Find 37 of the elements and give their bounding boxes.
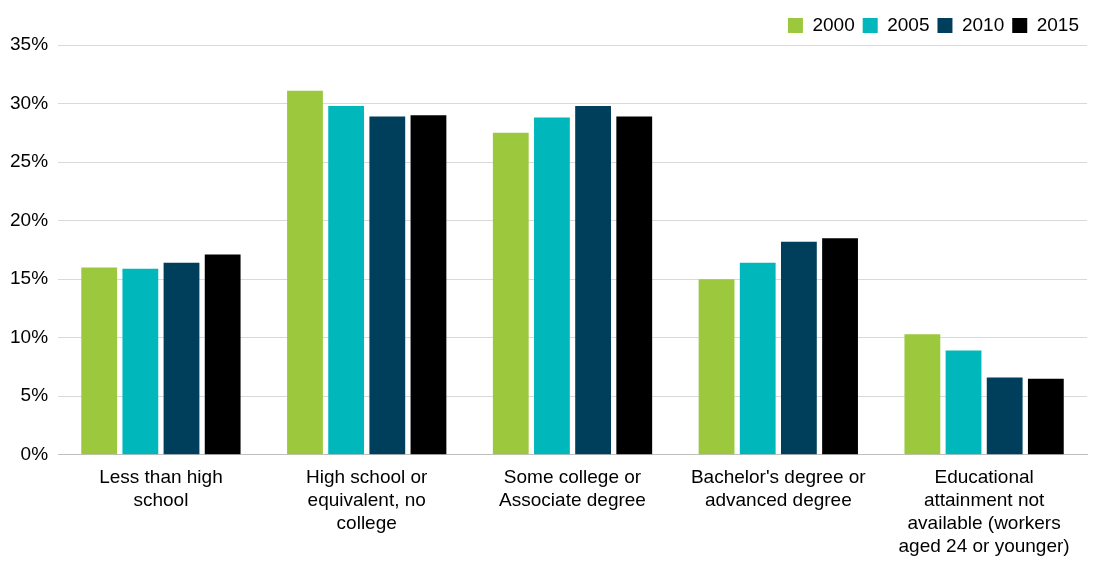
x-tick-label: Less than high school bbox=[99, 466, 223, 511]
bar bbox=[122, 268, 159, 455]
bar bbox=[616, 116, 653, 455]
bar bbox=[534, 117, 570, 455]
y-tick-label: 5% bbox=[20, 384, 49, 406]
legend-label: 2000 bbox=[812, 13, 855, 35]
legend-label: 2015 bbox=[1036, 13, 1080, 35]
x-tick-label: Some college or Associate degree bbox=[499, 466, 646, 511]
bar bbox=[986, 377, 1023, 455]
y-tick-label: 25% bbox=[10, 150, 49, 172]
bar bbox=[410, 115, 447, 455]
x-tick-label: High school or equivalent, no college bbox=[305, 466, 429, 534]
y-tick-label: 15% bbox=[10, 267, 49, 289]
y-tick-label: 20% bbox=[10, 208, 49, 230]
bar bbox=[81, 267, 118, 455]
y-tick-label: 30% bbox=[10, 91, 49, 113]
bar bbox=[328, 105, 365, 455]
bar bbox=[163, 262, 200, 455]
legend-label: 2010 bbox=[961, 13, 1005, 35]
bar bbox=[369, 116, 406, 455]
bar bbox=[904, 334, 941, 455]
bar bbox=[945, 350, 982, 455]
bar bbox=[287, 90, 323, 455]
legend-label: 2005 bbox=[887, 13, 930, 35]
bar bbox=[780, 241, 817, 455]
bar bbox=[492, 132, 529, 455]
x-tick-label: Educational attainment not available (workers aged 24 or younger) bbox=[898, 466, 1070, 556]
bar bbox=[739, 262, 776, 455]
bar bbox=[698, 279, 735, 455]
y-tick-label: 35% bbox=[10, 33, 49, 55]
y-tick-label: 0% bbox=[20, 443, 49, 465]
y-tick-label: 10% bbox=[10, 325, 49, 347]
x-tick-label: Bachelor's degree or advanced degree bbox=[690, 466, 867, 511]
bar bbox=[204, 254, 241, 455]
bar bbox=[575, 105, 611, 455]
bar bbox=[822, 238, 858, 455]
bar bbox=[1027, 378, 1064, 455]
